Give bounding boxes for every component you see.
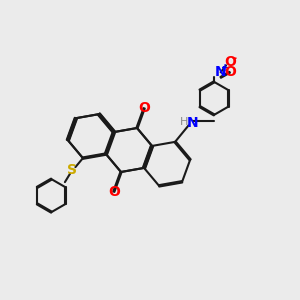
Text: N: N xyxy=(186,116,198,130)
Text: S: S xyxy=(68,163,77,177)
Text: H: H xyxy=(180,117,188,127)
Text: +: + xyxy=(221,63,230,74)
Text: O: O xyxy=(138,101,150,115)
Text: O: O xyxy=(108,185,120,199)
Text: O: O xyxy=(224,56,236,69)
Text: O: O xyxy=(225,65,236,79)
Text: N: N xyxy=(215,65,226,79)
Text: -: - xyxy=(232,52,237,65)
